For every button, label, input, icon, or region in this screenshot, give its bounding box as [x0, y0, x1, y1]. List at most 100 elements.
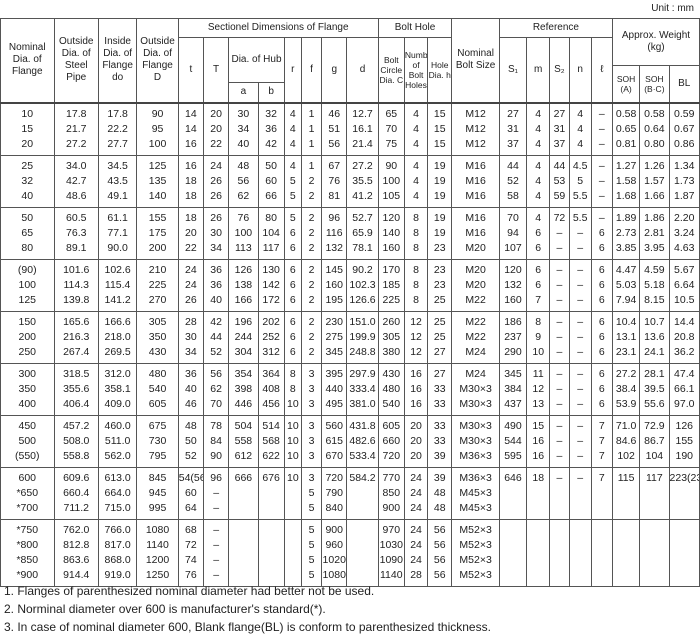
table-cell: 17.8: [53, 102, 99, 122]
table-cell: 770: [377, 467, 405, 486]
table-cell: 16.1: [346, 121, 379, 137]
table-cell: 10.5: [668, 292, 700, 311]
table-cell: 33: [427, 415, 453, 434]
table-cell: 3.24: [668, 225, 700, 241]
table-cell: 430: [377, 363, 405, 382]
table-cell: 1: [300, 155, 323, 174]
table-cell: 0.81: [611, 136, 641, 155]
table-cell: 46: [177, 396, 204, 415]
table-cell: 52.7: [346, 207, 379, 226]
table-cell: 4: [526, 207, 551, 226]
table-cell: 18: [177, 188, 204, 207]
table-row: *850 863.6 868.0 1200 74– 5 1020 1090 24 56 M52×3: [0, 552, 700, 568]
table-cell: 3: [300, 415, 323, 434]
flange-table: Nominal Dia. of Flange Outside Dia. of S…: [0, 18, 700, 587]
table-cell: 39: [427, 467, 453, 486]
table-cell: –: [568, 448, 592, 467]
table-cell: 8.15: [639, 292, 670, 311]
table-cell: 437: [498, 396, 528, 415]
table-cell: 50: [0, 207, 55, 226]
table-cell: 24: [403, 552, 429, 568]
table-cell: 676: [257, 467, 285, 486]
table-cell: 400: [0, 396, 55, 415]
table-cell: 600: [0, 467, 55, 486]
table-cell: 1140: [377, 567, 405, 586]
note: 2. Norminal diameter over 600 is manufac…: [4, 602, 326, 616]
table-cell: 104: [257, 225, 285, 241]
table-cell: [568, 537, 592, 553]
table-cell: 2: [300, 292, 323, 311]
table-cell: [639, 519, 670, 538]
table-cell: [590, 567, 613, 586]
table-row: 250 267.4 269.5 430 34 52 304 312 6 2 345 248.8 380 1…: [0, 344, 700, 363]
table-cell: 72: [177, 537, 204, 553]
table-cell: 7: [590, 467, 613, 486]
table-cell: 19: [427, 188, 453, 207]
table-cell: 766.0: [97, 519, 138, 538]
table-cell: 101.6: [53, 259, 99, 278]
table-cell: 945: [136, 485, 179, 501]
table-cell: –: [590, 102, 613, 122]
table-cell: 141.2: [97, 292, 138, 311]
table-cell: 186: [498, 311, 528, 330]
table-cell: 40: [228, 136, 259, 155]
table-cell: 100: [377, 173, 405, 189]
table-cell: 4: [283, 121, 302, 137]
table-cell: 480: [377, 381, 405, 397]
table-cell: 2: [300, 173, 323, 189]
table-cell: 80: [257, 207, 285, 226]
table-cell: 172: [257, 292, 285, 311]
table-cell: 0.64: [639, 121, 670, 137]
table-cell: 84: [202, 433, 230, 449]
table-row: *900 914.4 919.0 1250 76–5 1080 1140 28 56 M52×3: [0, 567, 700, 586]
table-cell: M36×3: [451, 448, 500, 467]
table-cell: 22.2: [97, 121, 138, 137]
table-cell: 297.9: [346, 363, 379, 382]
table-cell: [283, 500, 302, 519]
table-cell: 34: [202, 240, 230, 259]
table-cell: 16: [177, 155, 204, 174]
table-cell: 267.4: [53, 344, 99, 363]
table-cell: 605: [136, 396, 179, 415]
table-cell: 1080: [321, 567, 348, 586]
table-cell: 715.0: [97, 500, 138, 519]
table-cell: M30×3: [451, 433, 500, 449]
table-cell: 16: [403, 381, 429, 397]
table-cell: [498, 519, 528, 538]
table-cell: [526, 552, 551, 568]
row-group: 50 60.5 61.1 155 18 26 76 80 5 2 96 52.7 120 8 19 M16 70…: [0, 207, 700, 259]
table-row: 450 457.2 460.0 675 48 78 504 514 10 3 560 431.8 605…: [0, 415, 700, 434]
table-cell: M20: [451, 277, 500, 293]
table-cell: M16: [451, 188, 500, 207]
header-cell: Number of Bolt Holes: [403, 37, 429, 103]
table-cell: 24: [202, 155, 230, 174]
table-cell: 6: [590, 311, 613, 330]
table-cell: 117: [639, 467, 670, 486]
header-cell: Outside Dia. of Steel Pipe: [53, 18, 99, 103]
table-cell: 35.5: [346, 173, 379, 189]
table-cell: 5.5: [568, 207, 592, 226]
table-row: *650 660.4 664.0 945 60– 5 790 850 24 48 M45×3: [0, 485, 700, 501]
table-cell: 36: [202, 277, 230, 293]
header-cell: f: [300, 37, 323, 103]
table-cell: 730: [136, 433, 179, 449]
table-cell: 3: [300, 381, 323, 397]
table-cell: 8: [403, 277, 429, 293]
table-row: 200 216.3 218.0 350 30 44 244 252 6 2 275 199.9 305 1…: [0, 329, 700, 345]
table-cell: 4: [526, 102, 551, 122]
table-cell: 6: [283, 329, 302, 345]
table-cell: 270: [136, 292, 179, 311]
table-cell: 115.4: [97, 277, 138, 293]
table-cell: –: [568, 259, 592, 278]
table-cell: 350: [136, 329, 179, 345]
table-cell: 863.6: [53, 552, 99, 568]
table-cell: 6: [526, 277, 551, 293]
table-cell: 4: [568, 121, 592, 137]
table-cell: 20: [202, 102, 230, 122]
table-cell: 660.4: [53, 485, 99, 501]
table-cell: 33: [427, 396, 453, 415]
table-cell: [498, 500, 528, 519]
table-cell: 16: [526, 433, 551, 449]
table-cell: 300: [0, 363, 55, 382]
table-cell: 562.0: [97, 448, 138, 467]
